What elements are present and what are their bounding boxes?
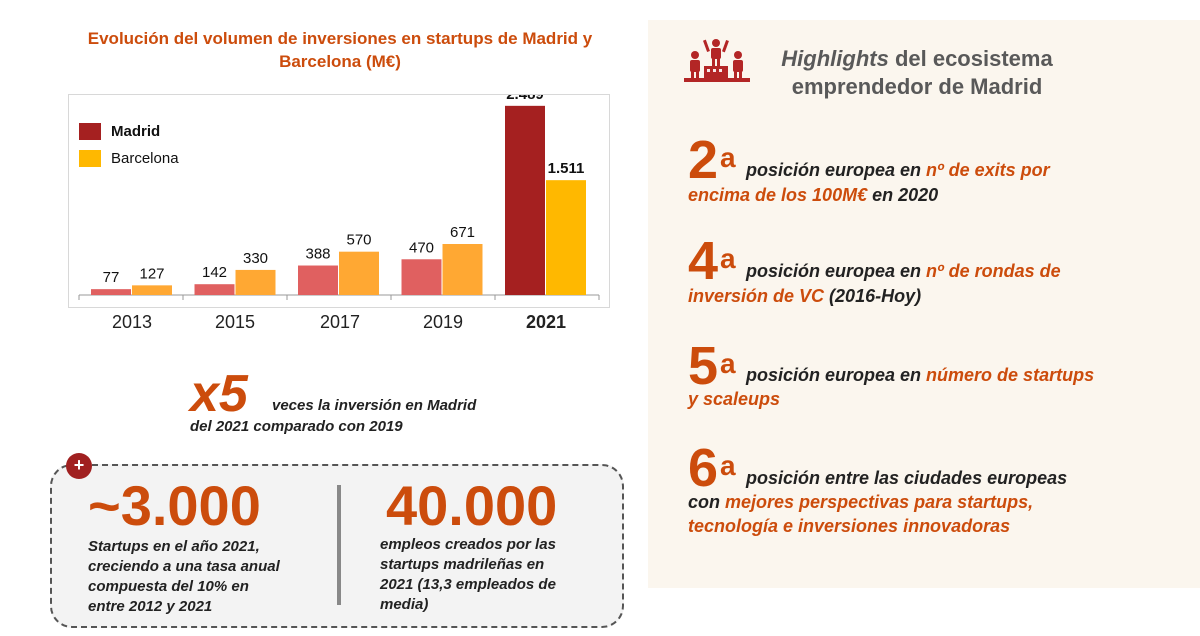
jobs-desc-line: 2021 (13,3 empleados de [380, 576, 556, 593]
jobs-desc-line: media) [380, 596, 429, 613]
data-label: 570 [346, 232, 371, 249]
data-label: 388 [305, 246, 330, 263]
legend-item-madrid: Madrid [79, 122, 229, 142]
legend-label-madrid: Madrid [111, 123, 161, 140]
bar-madrid-2019 [401, 259, 442, 295]
startups-desc-line: creciendo a una tasa anual [88, 558, 280, 575]
x-tick-label: 2013 [111, 312, 153, 332]
startups-desc-line: entre 2012 y 2021 [88, 598, 213, 615]
highlights-title-line1: Highlights del ecosistema [752, 45, 1082, 73]
highlight-line: y scaleups [688, 389, 781, 409]
bar-madrid-2013 [91, 289, 131, 295]
bar-madrid-2021 [505, 105, 545, 295]
stats-divider [337, 485, 341, 605]
highlights-title: Highlights del ecosistema emprendedor de… [752, 45, 1082, 101]
startups-desc-line: Startups en el año 2021, [88, 538, 260, 555]
highlights-title-italic: Highlights [781, 46, 889, 71]
bar-barcelona-2013 [132, 285, 172, 295]
growth-text-line2: del 2021 comparado con 2019 [190, 418, 403, 435]
highlights-title-rest: del ecosistema [888, 46, 1053, 71]
jobs-count: 40.000 [386, 474, 558, 537]
bar-barcelona-2021 [546, 180, 586, 295]
data-label: 127 [139, 265, 164, 282]
podium-icon [684, 39, 750, 82]
startups-desc-line: compuesta del 10% en [88, 578, 249, 595]
data-label: 77 [103, 269, 120, 286]
rank-number: 5a [688, 336, 736, 396]
startups-description: Startups en el año 2021, creciendo a una… [88, 537, 280, 617]
highlight-line: inversión de VC (2016-Hoy) [688, 286, 922, 306]
data-label: 330 [243, 250, 268, 267]
highlight-line: posición europea en nº de exits por [746, 160, 1050, 180]
rank-number: 6a [688, 438, 736, 498]
highlight-line: posición entre las ciudades europeas [746, 468, 1068, 488]
x-tick-label: 2015 [214, 312, 256, 332]
bar-barcelona-2017 [339, 251, 379, 295]
rank-number: 2a [688, 130, 736, 190]
chart-title: Evolución del volumen de inversiones en … [87, 29, 593, 71]
legend-swatch-madrid [79, 123, 101, 140]
startups-count: ~3.000 [88, 474, 261, 537]
plus-icon: + [66, 453, 92, 479]
chart-plot-area: 77 127 142 330 388 570 470 671 2.489 1.511 [68, 94, 610, 308]
highlights-title-line2: emprendedor de Madrid [791, 74, 1043, 99]
highlight-line: encima de los 100M€ en 2020 [688, 185, 939, 205]
jobs-desc-line: startups madrileñas en [380, 556, 545, 573]
data-label: 142 [202, 264, 227, 281]
growth-multiplier: x5 [190, 365, 248, 423]
jobs-desc-line: empleos creados por las [380, 536, 556, 553]
data-label: 1.511 [548, 160, 585, 177]
highlight-line: posición europea en número de startups [746, 365, 1095, 385]
highlights-panel [648, 20, 1200, 588]
x-tick-label: 2021 [525, 312, 567, 332]
bar-madrid-2017 [298, 265, 338, 295]
x-tick-label: 2017 [319, 312, 361, 332]
legend-swatch-barcelona [79, 150, 101, 167]
legend-label-barcelona: Barcelona [111, 150, 179, 167]
highlight-line: posición europea en nº de rondas de [746, 261, 1061, 281]
data-label: 2.489 [506, 95, 544, 103]
bar-barcelona-2019 [442, 244, 483, 295]
highlight-line: tecnología e inversiones innovadoras [688, 516, 1011, 536]
data-label: 671 [450, 224, 475, 241]
data-label: 470 [409, 239, 434, 256]
x-tick-label: 2019 [422, 312, 464, 332]
legend-item-barcelona: Barcelona [79, 149, 229, 169]
bar-madrid-2015 [194, 284, 235, 295]
bar-barcelona-2015 [235, 269, 276, 295]
highlight-line: con mejores perspectivas para startups, [688, 492, 1034, 512]
growth-text-line1: veces la inversión en Madrid [272, 397, 477, 414]
rank-number: 4a [688, 231, 736, 291]
bar-chart: 77 127 142 330 388 570 470 671 2.489 1.511 [78, 95, 600, 300]
jobs-description: empleos creados por las startups madrile… [380, 535, 556, 615]
